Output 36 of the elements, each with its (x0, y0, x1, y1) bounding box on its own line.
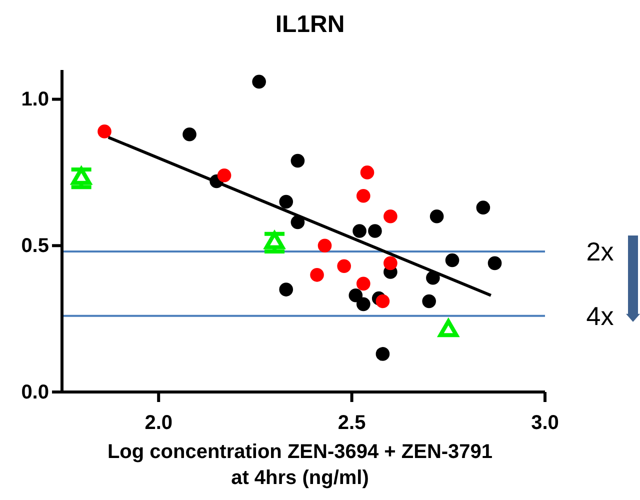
point (430, 209, 444, 224)
point (310, 268, 324, 282)
point (476, 200, 490, 214)
y-tick-label: 0.0 (21, 381, 49, 404)
point (337, 259, 351, 274)
point (182, 128, 196, 142)
point (290, 154, 305, 168)
point (376, 294, 390, 308)
point (368, 224, 382, 238)
point (279, 194, 294, 209)
point (422, 294, 436, 308)
y-tick-label: 1.0 (21, 88, 49, 111)
point (252, 74, 266, 89)
ref-line-label: 4x (586, 300, 614, 331)
x-tick-label: 3.0 (531, 412, 559, 434)
ref-line-label: 2x (586, 236, 614, 266)
point (360, 166, 374, 180)
x-tick-label: 2.0 (144, 412, 173, 434)
point (348, 288, 363, 302)
point (98, 124, 112, 138)
point (384, 256, 398, 270)
y-tick-label: 0.5 (21, 235, 49, 258)
chart-title: IL1RN (275, 11, 345, 38)
point (445, 253, 460, 268)
point (356, 276, 370, 291)
point (376, 347, 390, 361)
point (352, 224, 366, 238)
point (279, 282, 294, 296)
point (217, 168, 232, 182)
point (318, 238, 332, 253)
point (356, 297, 370, 312)
x-axis-title: Log concentration ZEN-3694 + ZEN-3791 at 4hrs (ng/ml) (107, 441, 493, 489)
point (356, 188, 370, 203)
point (384, 209, 398, 224)
x-tick-label: 2.5 (338, 412, 366, 434)
point (488, 256, 502, 270)
